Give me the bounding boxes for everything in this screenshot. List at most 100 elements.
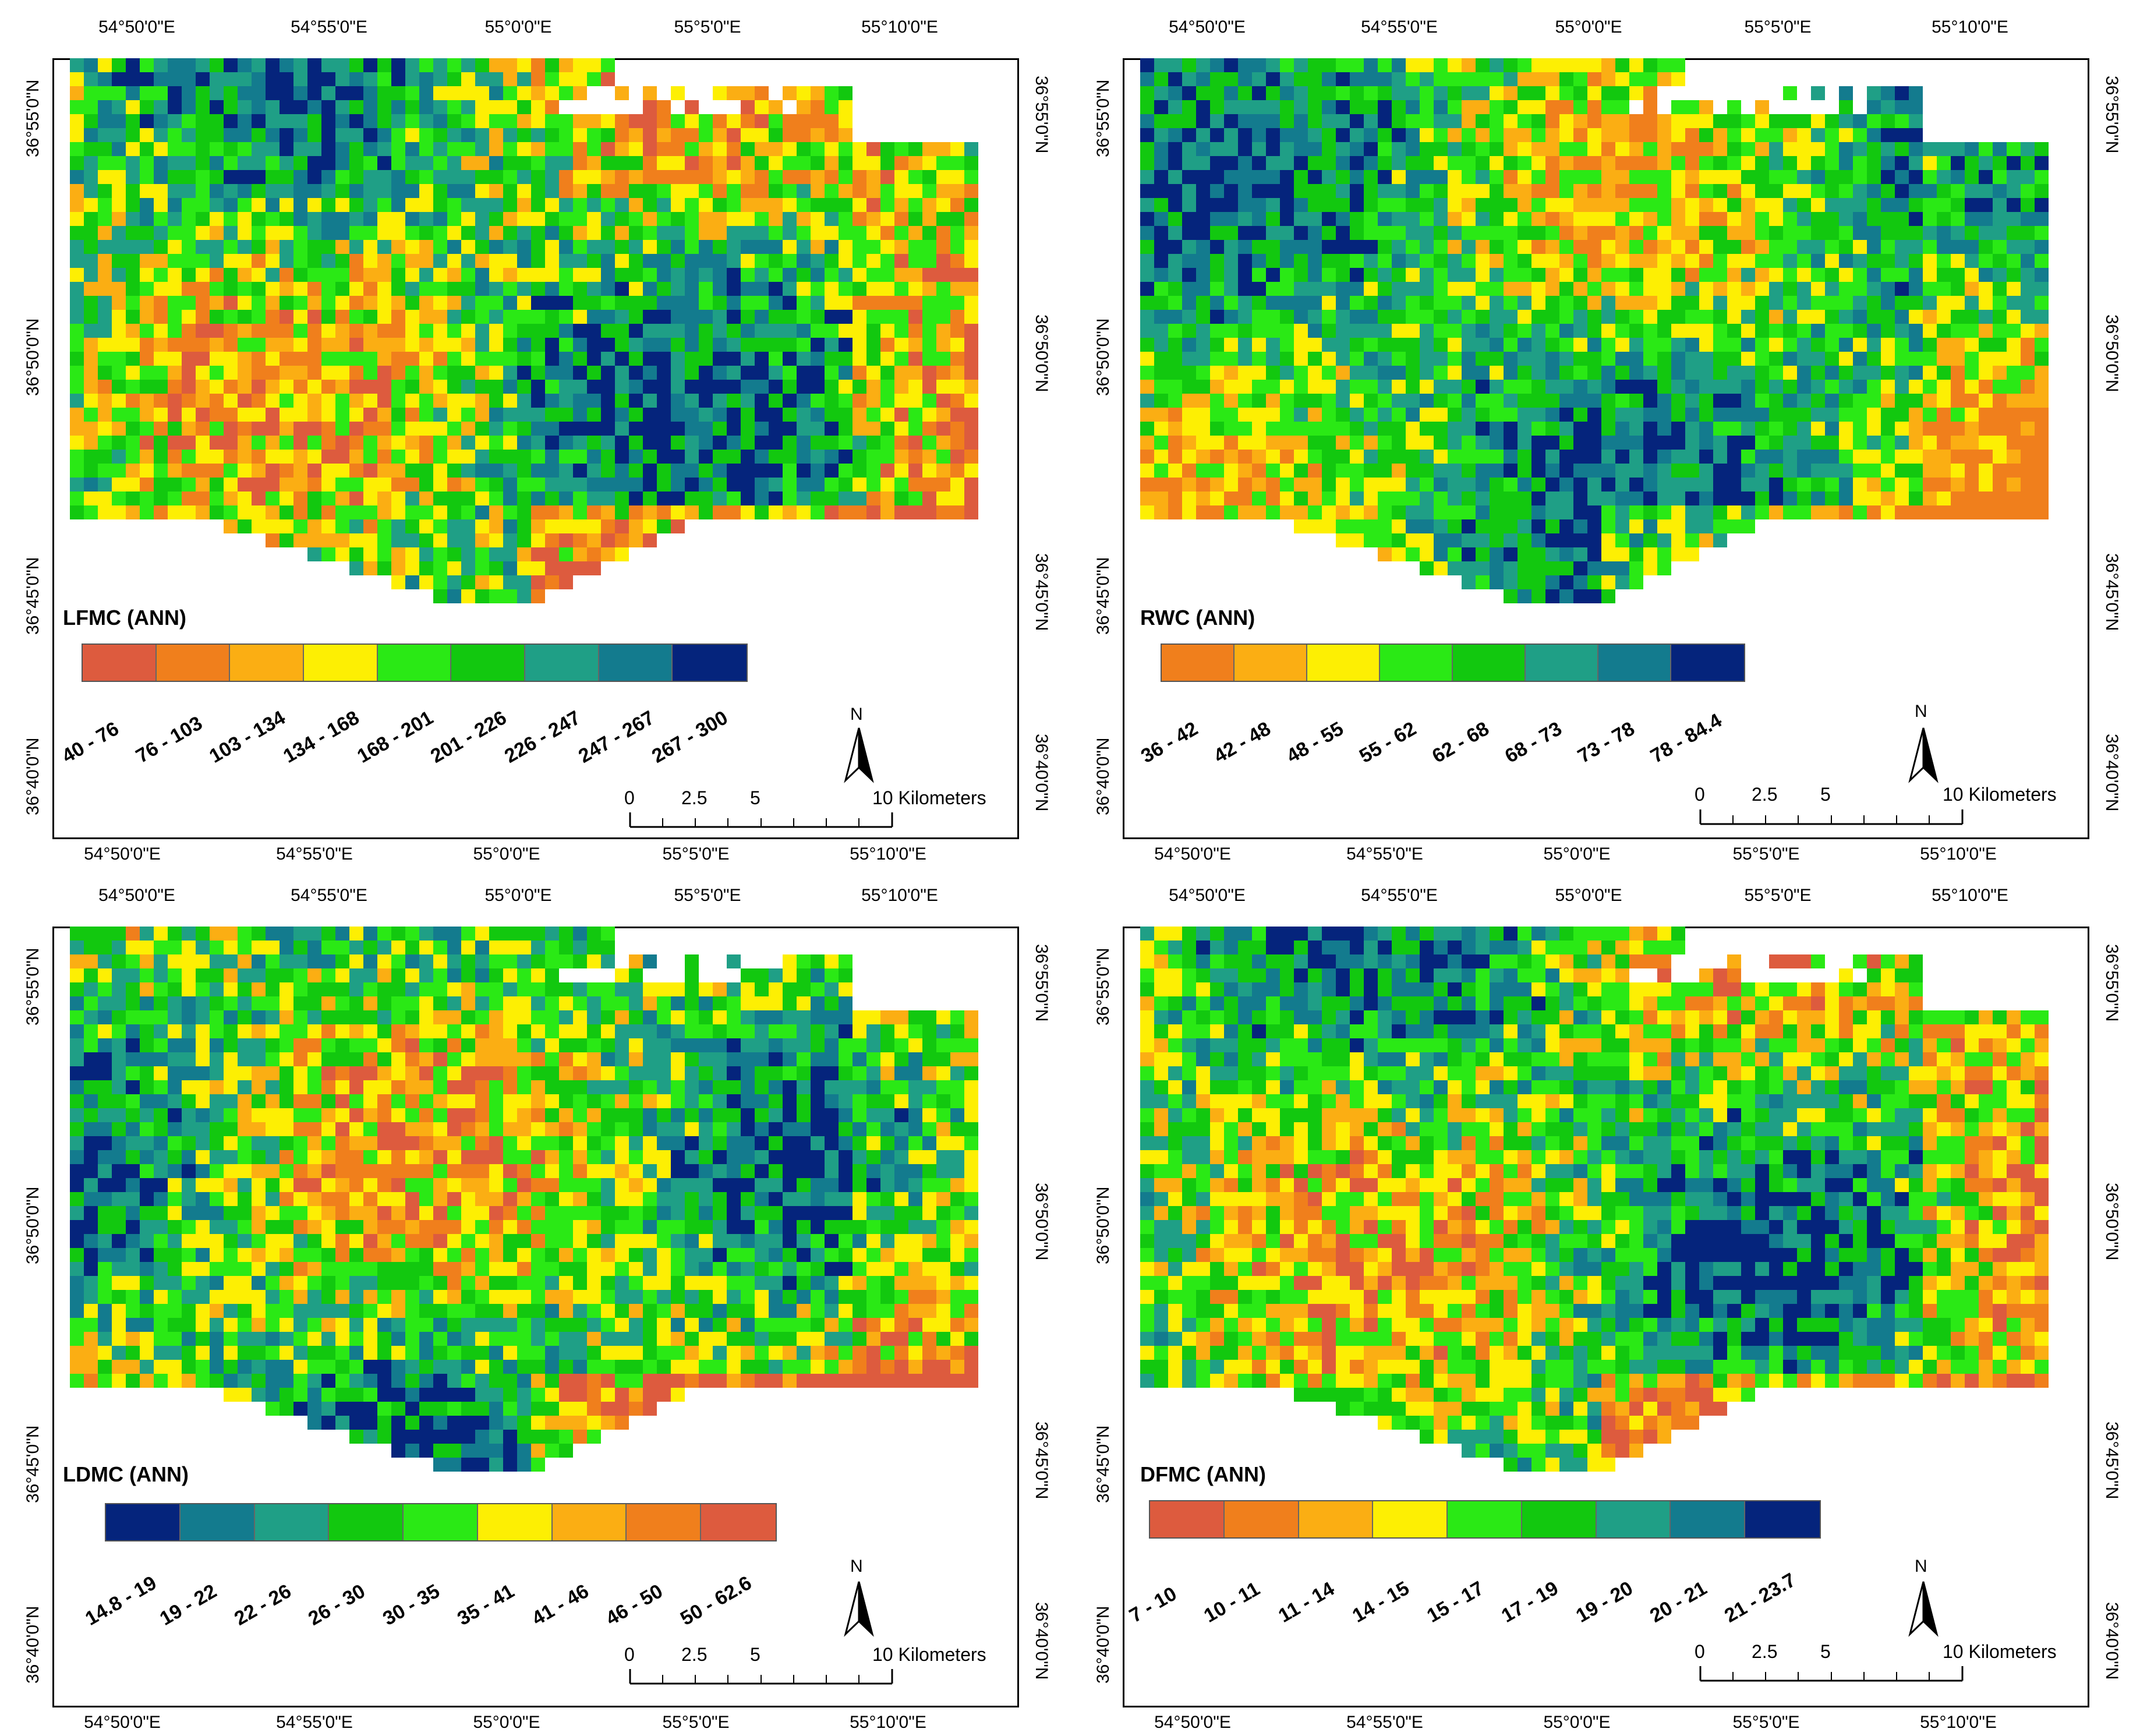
raster-cell <box>224 941 238 954</box>
raster-cell <box>1238 422 1252 436</box>
raster-cell <box>1448 352 1462 366</box>
raster-cell <box>1545 464 1559 478</box>
raster-cell <box>517 170 531 184</box>
raster-cell <box>461 394 475 408</box>
raster-cell <box>182 492 196 505</box>
raster-cell <box>1168 422 1182 436</box>
raster-cell <box>1308 436 1322 450</box>
raster-cell <box>950 170 964 184</box>
raster-cell <box>1531 422 1545 436</box>
raster-cell <box>531 561 545 575</box>
raster-cell <box>1951 450 1965 464</box>
raster-cell <box>545 505 559 519</box>
raster-cell <box>461 982 475 996</box>
raster-cell <box>1979 464 1993 478</box>
raster-cell <box>1951 254 1965 268</box>
raster-cell <box>154 436 168 450</box>
raster-cell <box>629 170 643 184</box>
raster-cell <box>880 240 894 254</box>
raster-cell <box>112 128 126 142</box>
raster-cell <box>363 561 377 575</box>
raster-cell <box>1657 352 1671 366</box>
raster-cell <box>1252 170 1266 184</box>
raster-cell <box>2007 450 2021 464</box>
raster-cell <box>419 1038 433 1052</box>
raster-cell <box>182 128 196 142</box>
raster-cell <box>503 170 517 184</box>
raster-cell <box>894 324 908 338</box>
raster-cell <box>1308 268 1322 282</box>
raster-cell <box>266 310 280 324</box>
raster-cell <box>1210 184 1224 198</box>
raster-cell <box>363 941 377 954</box>
raster-cell <box>419 394 433 408</box>
raster-cell <box>1741 492 1755 505</box>
raster-cell <box>1867 436 1881 450</box>
raster-cell <box>922 268 936 282</box>
raster-cell <box>419 575 433 589</box>
raster-cell <box>321 296 335 310</box>
raster-cell <box>1867 86 1881 100</box>
raster-cell <box>112 1066 126 1080</box>
raster-cell <box>671 519 685 533</box>
raster-cell <box>950 226 964 240</box>
raster-cell <box>880 254 894 268</box>
raster-cell <box>447 212 461 226</box>
raster-cell <box>1448 310 1462 324</box>
raster-cell <box>587 464 601 478</box>
raster-cell <box>196 464 210 478</box>
raster-cell <box>377 1038 391 1052</box>
raster-cell <box>811 408 825 422</box>
raster-cell <box>587 505 601 519</box>
raster-cell <box>908 422 922 436</box>
raster-cell <box>643 156 657 170</box>
raster-cell <box>433 941 447 954</box>
raster-cell <box>1741 184 1755 198</box>
raster-cell <box>1573 436 1587 450</box>
raster-cell <box>1364 450 1378 464</box>
raster-cell <box>1266 72 1280 86</box>
raster-cell <box>853 198 866 212</box>
raster-cell <box>1685 310 1699 324</box>
raster-cell <box>1545 226 1559 240</box>
raster-cell <box>1741 282 1755 296</box>
raster-cell <box>587 58 601 72</box>
raster-cell <box>1601 394 1615 408</box>
raster-cell <box>1210 100 1224 114</box>
raster-cell <box>1895 86 1909 100</box>
raster-cell <box>1657 519 1671 533</box>
raster-cell <box>1643 450 1657 464</box>
raster-cell <box>1322 282 1336 296</box>
raster-cell <box>1308 128 1322 142</box>
raster-cell <box>1839 450 1853 464</box>
raster-cell <box>321 519 335 533</box>
raster-cell <box>1629 422 1643 436</box>
raster-cell <box>1476 296 1490 310</box>
raster-cell <box>1266 366 1280 380</box>
raster-cell <box>1518 86 1531 100</box>
raster-cell <box>363 968 377 982</box>
raster-cell <box>1406 408 1420 422</box>
raster-cell <box>321 212 335 226</box>
raster-cell <box>1378 156 1392 170</box>
raster-cell <box>1573 338 1587 352</box>
raster-cell <box>140 114 154 128</box>
raster-cell <box>405 282 419 296</box>
raster-cell <box>363 240 377 254</box>
raster-cell <box>1266 282 1280 296</box>
raster-cell <box>210 478 224 492</box>
raster-cell <box>1406 128 1420 142</box>
raster-cell <box>671 128 685 142</box>
raster-cell <box>266 450 280 464</box>
raster-cell <box>293 170 307 184</box>
raster-cell <box>475 505 489 519</box>
raster-cell <box>349 1066 363 1080</box>
lon-tick-top: 54°50'0"E <box>98 17 175 37</box>
raster-cell <box>1434 436 1448 450</box>
raster-cell <box>1937 338 1951 352</box>
raster-cell <box>461 352 475 366</box>
raster-cell <box>140 927 154 941</box>
raster-cell <box>629 982 643 996</box>
raster-cell <box>280 941 293 954</box>
raster-cell <box>335 968 349 982</box>
